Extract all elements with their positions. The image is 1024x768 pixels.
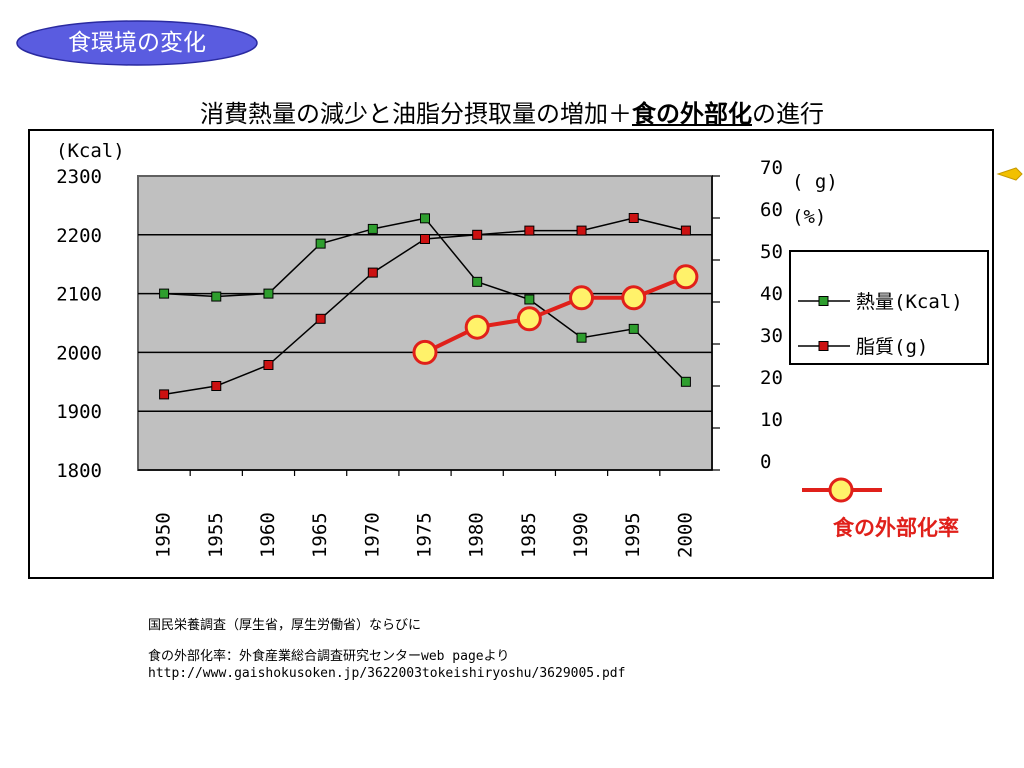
data-point [420,213,430,224]
data-point [576,332,587,343]
data-point [621,285,647,311]
left-tick-label: 2100 [56,284,102,306]
x-tick-label: 1965 [309,512,331,558]
data-point [673,264,699,290]
title-part-2: の進行 [752,100,824,128]
source-note-1: 国民栄養調査（厚生省，厚生労働省）ならびに [148,618,422,633]
data-point [680,376,691,387]
data-point [576,225,587,236]
data-point [524,225,535,236]
data-point [628,213,639,223]
left-tick-label: 2200 [56,225,102,247]
data-point [569,285,595,311]
title-emphasis: 食の外部化 [632,100,752,128]
right-tick-label: 70 [760,157,783,179]
slide-title: 消費熱量の減少と油脂分摂取量の増加＋食の外部化の進行 [0,94,1024,129]
section-badge: 食環境の変化 [16,20,260,72]
data-point [628,323,639,334]
right-tick-label: 50 [760,241,783,263]
legend-marker [818,341,829,351]
legend-label: 熱量(Kcal) [856,291,963,313]
data-point [472,229,483,240]
axes: 1950 1955 1960 1965 1970 1975 1980 1985 1990 1995… [56,157,783,558]
pointer-arrow-icon [996,167,1023,181]
series [159,213,699,400]
legend-marker [828,477,854,503]
data-point [516,306,542,332]
data-point [472,276,483,287]
data-point [367,223,378,234]
data-point [159,389,170,400]
plot-area [137,175,713,471]
data-point [315,238,326,249]
data-point [524,294,535,305]
source-note-url: http://www.gaishokusoken.jp/3622003tokei… [148,666,626,681]
x-tick-label: 1970 [361,512,383,558]
data-point [159,288,170,299]
left-tick-label: 2000 [56,342,102,364]
legend-label: 脂質(g) [856,336,928,358]
x-tick-label: 1950 [153,512,175,558]
data-point [680,225,691,236]
legend-label: 食の外部化率 [833,516,959,540]
left-tick-label: 1900 [56,401,102,423]
source-note-2: 食の外部化率：外食産業総合調査研究センターweb pageより [148,649,510,664]
x-tick-label: 1975 [414,512,436,558]
data-point [420,234,430,244]
left-tick-label: 2300 [56,166,102,188]
left-axis-unit: (Kcal) [56,140,125,162]
title-part-1: 消費熱量の減少と油脂分摂取量の増加＋ [200,100,632,128]
right-tick-label: 20 [760,367,783,389]
right-tick-label: 60 [760,199,783,221]
legend: 熱量(Kcal) 脂質(g) [789,250,989,365]
legend-gaishoku: 食の外部化率 [802,477,959,540]
x-tick-label: 1990 [570,512,592,558]
data-point [211,381,222,391]
right-tick-label: 10 [760,409,783,431]
x-tick-label: 1980 [466,512,488,558]
x-tick-label: 2000 [674,512,696,558]
data-point [412,339,438,365]
data-point [315,313,326,324]
badge-label: 食環境の変化 [68,30,206,56]
data-point [464,314,490,340]
right-tick-label: 40 [760,283,783,305]
left-tick-label: 1800 [56,460,102,482]
chart-frame: 1950 1955 1960 1965 1970 1975 1980 1985 1990 1995… [28,129,994,579]
right-tick-label: 30 [760,325,783,347]
right-axis-unit-g: ( g) [792,171,838,193]
x-tick-label: 1960 [257,512,279,558]
badge-oval [16,20,258,66]
x-tick-label: 1985 [518,512,540,558]
data-point [263,360,274,370]
chart: 1950 1955 1960 1965 1970 1975 1980 1985 1990 1995… [56,140,989,558]
x-tick-label: 1955 [205,512,227,558]
data-point [263,288,274,299]
data-point [367,267,378,278]
right-tick-label: 0 [760,451,771,473]
legend-marker [818,296,829,306]
right-axis-unit-percent: (%) [792,206,826,228]
x-tick-label: 1995 [622,512,644,558]
data-point [211,291,222,302]
